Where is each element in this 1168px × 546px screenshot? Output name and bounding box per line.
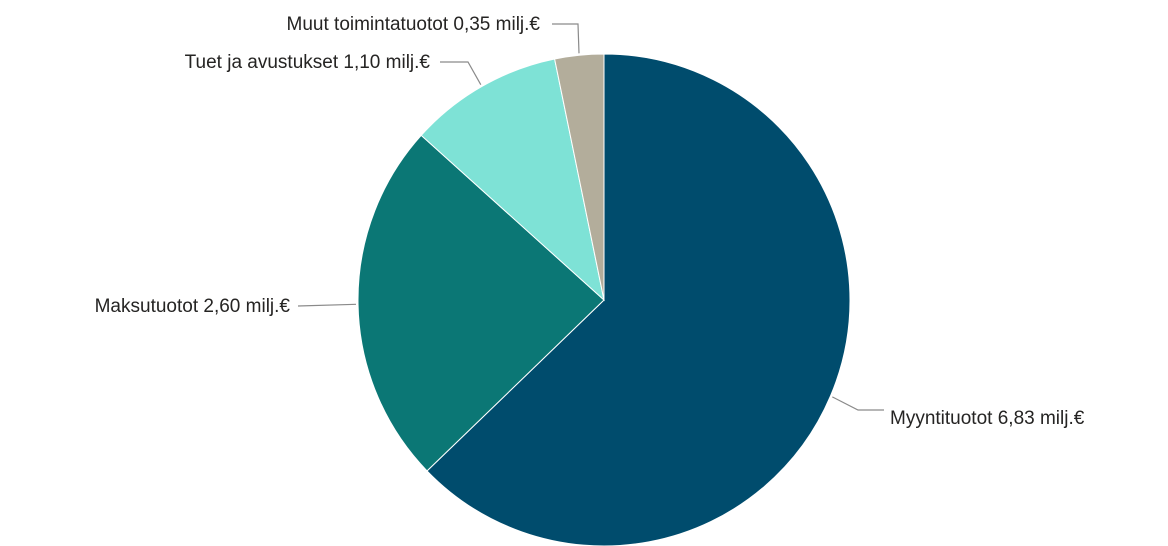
pie-slice-tuet-ja-avustukset[interactable] [420,58,605,302]
pie-slice-maksutuotot[interactable] [357,134,605,472]
slice-labels: Myyntituotot 6,83 milj.€ Maksutuotot 2,6… [95,14,1085,429]
leader-lines [297,23,884,411]
slice-label-muut-toimintatuotot: Muut toimintatuotot 0,35 milj.€ [287,14,541,35]
pie-slice-muut-toimintatuotot[interactable] [554,53,605,301]
leader-line-maksutuotot [297,303,357,307]
slice-label-tuet-ja-avustukset: Tuet ja avustukset 1,10 milj.€ [185,52,431,73]
leader-line-myyntituotot [832,396,884,411]
leader-line-tuet-ja-avustukset [440,61,482,85]
leader-line-muut-toimintatuotot [552,23,580,54]
pie-slice-myyntituotot[interactable] [426,53,851,546]
slice-label-maksutuotot: Maksutuotot 2,60 milj.€ [95,296,291,317]
pie-slices [357,53,851,546]
slice-label-myyntituotot: Myyntituotot 6,83 milj.€ [890,408,1085,429]
